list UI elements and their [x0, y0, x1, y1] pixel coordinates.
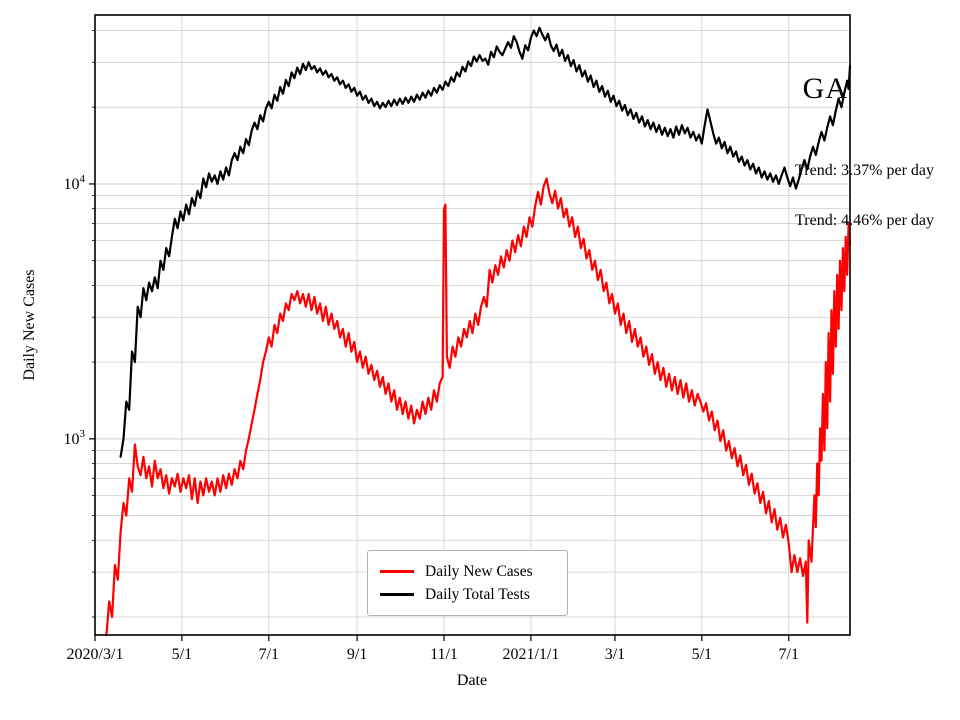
x-tick-label: 9/1: [347, 646, 367, 663]
x-tick-label: 11/1: [430, 646, 458, 663]
legend-label-daily-new-cases: Daily New Cases: [425, 562, 533, 580]
legend-item-daily-total-tests: Daily Total Tests: [380, 583, 555, 606]
state-label: GA: [802, 72, 848, 105]
series-line-daily-total-tests: [119, 26, 852, 458]
legend: Daily New Cases Daily Total Tests: [367, 550, 568, 616]
trend-annotation-1: Trend: 3.37% per day: [795, 162, 934, 179]
plot-spines: [94, 14, 851, 636]
series-line-daily-new-cases: [105, 177, 852, 637]
x-tick-label: 5/1: [692, 646, 712, 663]
legend-line-sample-black: [380, 593, 414, 596]
legend-item-daily-new-cases: Daily New Cases: [380, 560, 555, 583]
x-tick-label: 2020/3/1: [67, 646, 124, 663]
x-tick-label: 7/1: [259, 646, 279, 663]
x-axis-label: Date: [456, 672, 488, 689]
y-tick-label: 104: [64, 173, 86, 193]
legend-line-sample-red: [380, 570, 414, 573]
trend-annotation-2: Trend: 4.46% per day: [795, 212, 934, 229]
x-tick-label: 2021/1/1: [502, 646, 559, 663]
legend-label-daily-total-tests: Daily Total Tests: [425, 585, 530, 603]
y-tick-label: 103: [64, 428, 86, 448]
y-axis-label: Daily New Cases: [21, 269, 38, 381]
x-tick-label: 7/1: [779, 646, 799, 663]
x-tick-label: 3/1: [605, 646, 625, 663]
x-tick-label: 5/1: [172, 646, 192, 663]
